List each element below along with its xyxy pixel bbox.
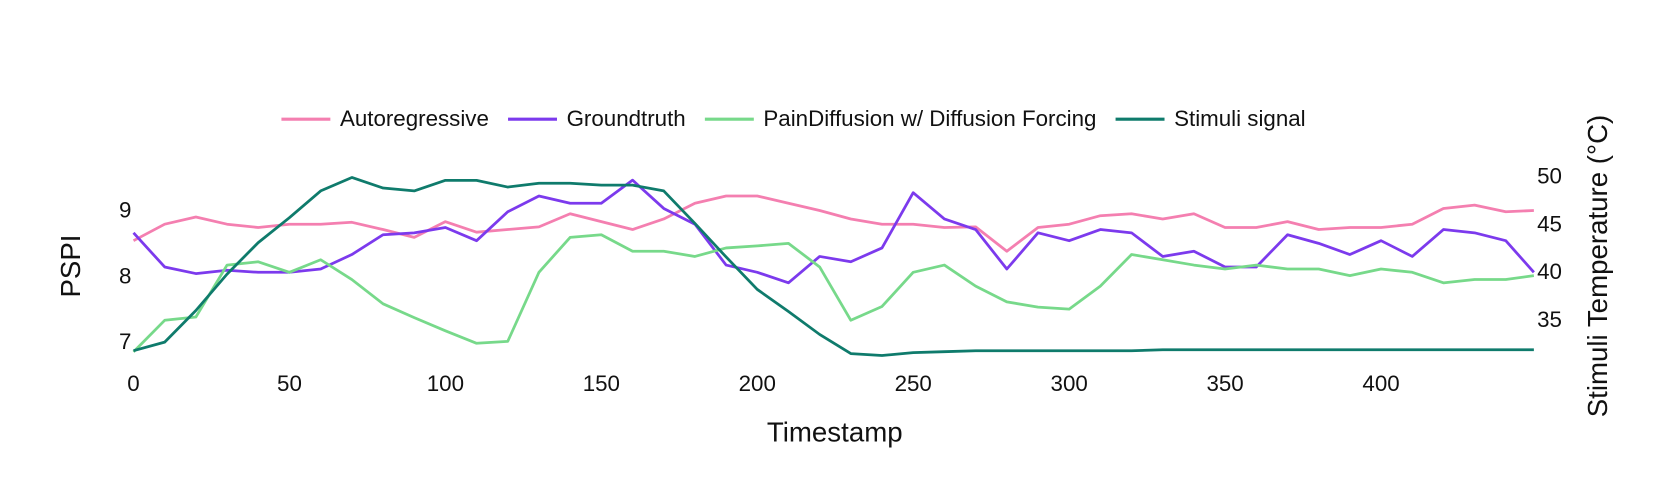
legend-label: Stimuli signal (1174, 106, 1306, 131)
y-axis-label: PSPI (55, 235, 86, 298)
series-line (132, 178, 1535, 285)
legend-label: Groundtruth (567, 106, 686, 131)
y-tick-label: 7 (119, 329, 131, 354)
x-axis-label: Timestamp (767, 416, 903, 447)
legend-label: PainDiffusion w/ Diffusion Forcing (763, 106, 1096, 131)
y2-axis-label: Stimuli Temperature (°C) (1582, 115, 1613, 418)
y2-tick-label: 50 (1537, 163, 1562, 188)
x-tick-label: 400 (1362, 371, 1399, 396)
x-tick-label: 350 (1206, 371, 1243, 396)
x-tick-label: 200 (739, 371, 776, 396)
x-tick-label: 0 (127, 371, 139, 396)
series-line (133, 176, 1534, 357)
x-tick-label: 100 (427, 371, 464, 396)
y2-tick-label: 35 (1537, 307, 1562, 332)
series-line (132, 194, 1534, 253)
y-tick-label: 8 (119, 263, 131, 288)
y-tick-label: 9 (119, 198, 131, 223)
x-tick-label: 250 (895, 371, 932, 396)
legend-label: Autoregressive (340, 106, 489, 131)
x-tick-label: 50 (277, 371, 302, 396)
x-tick-label: 150 (583, 371, 620, 396)
series-line (132, 233, 1535, 353)
x-tick-label: 300 (1051, 371, 1088, 396)
y2-tick-label: 45 (1537, 211, 1562, 236)
y2-tick-label: 40 (1537, 259, 1562, 284)
